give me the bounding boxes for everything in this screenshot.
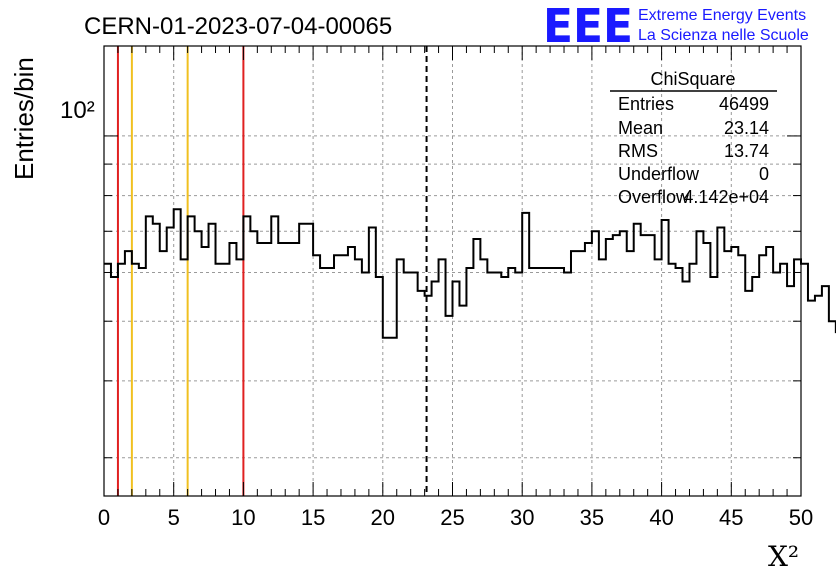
grid — [104, 46, 801, 496]
stats-value-mean: 23.14 — [724, 118, 769, 138]
stats-label-mean: Mean — [618, 118, 663, 138]
stats-value-entries: 46499 — [719, 94, 769, 114]
stats-label-overflow: Overflow — [618, 187, 690, 207]
eee-logo-text: EEE — [543, 0, 633, 53]
x-tick-label: 40 — [649, 505, 673, 530]
stats-label-rms: RMS — [618, 141, 658, 161]
stats-label-underflow: Underflow — [618, 164, 700, 184]
histogram-line — [104, 208, 836, 339]
x-tick-label: 5 — [168, 505, 180, 530]
x-tick-label: 0 — [98, 505, 110, 530]
x-tick-label: 35 — [580, 505, 604, 530]
x-tick-label: 25 — [440, 505, 464, 530]
marker-lines — [116, 46, 428, 496]
stats-title: ChiSquare — [650, 69, 735, 89]
x-tick-label: 15 — [301, 505, 325, 530]
x-tick-labels: 0 5 10 15 20 25 30 35 40 45 50 — [98, 505, 813, 530]
run-title: CERN-01-2023-07-04-00065 — [84, 13, 392, 40]
stats-label-entries: Entries — [618, 94, 674, 114]
stats-value-rms: 13.74 — [724, 141, 769, 161]
axis-ticks — [103, 46, 802, 496]
eee-logo-line1: Extreme Energy Events — [638, 7, 806, 24]
eee-logo-line2: La Scienza nelle Scuole — [638, 27, 809, 44]
stats-value-underflow: 0 — [759, 164, 769, 184]
x-axis-label: X² — [768, 540, 799, 572]
y-axis-label: Entries/bin — [9, 57, 39, 180]
x-tick-label: 30 — [510, 505, 534, 530]
x-tick-label: 45 — [719, 505, 743, 530]
x-tick-label: 10 — [231, 505, 255, 530]
eee-logo: EEE Extreme Energy Events La Scienza nel… — [543, 0, 809, 53]
y-tick-label-100: 10² — [60, 97, 95, 124]
stats-box: ChiSquare Entries 46499 Mean 23.14 RMS 1… — [610, 69, 777, 207]
x-tick-label: 50 — [789, 505, 813, 530]
stats-value-overflow: 4.142e+04 — [683, 187, 769, 207]
x-tick-label: 20 — [371, 505, 395, 530]
